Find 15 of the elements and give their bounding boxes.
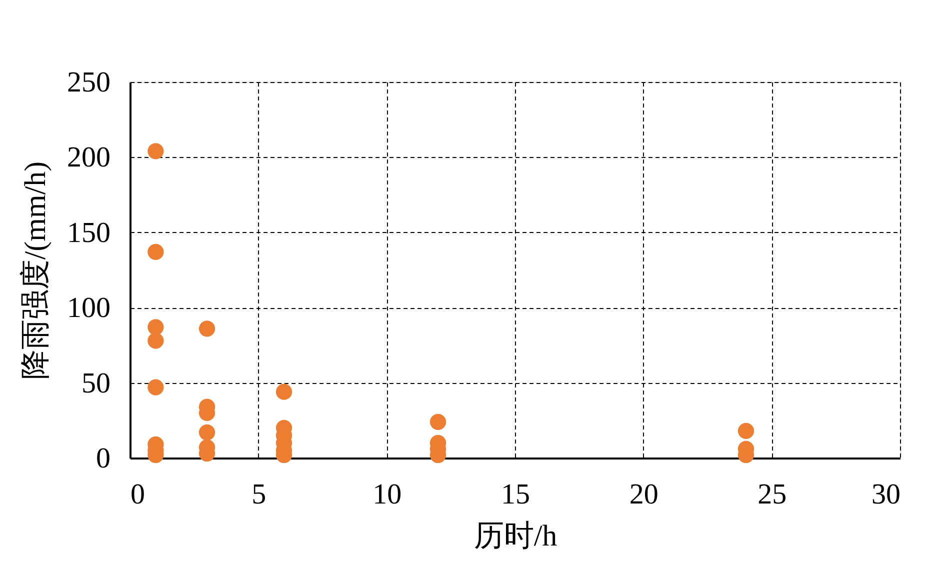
x-tick-label: 10 xyxy=(372,478,402,510)
y-axis-title: 降雨强度/(mm/h) xyxy=(19,161,52,380)
y-tick-label: 0 xyxy=(96,442,110,474)
x-tick-label: 20 xyxy=(629,478,658,510)
x-tick-label: 30 xyxy=(872,478,900,510)
x-tick-label: 5 xyxy=(252,478,266,510)
y-tick-label: 100 xyxy=(67,292,110,324)
y-tick-label: 50 xyxy=(82,367,110,400)
x-tick-label: 15 xyxy=(501,478,530,510)
y-tick-label: 250 xyxy=(67,66,110,98)
y-tick-label: 150 xyxy=(67,216,110,249)
x-axis-title: 历时/h xyxy=(474,520,558,552)
x-tick-label: 25 xyxy=(758,478,787,510)
x-tick-label: 0 xyxy=(130,478,145,510)
y-tick-label: 200 xyxy=(67,142,110,174)
